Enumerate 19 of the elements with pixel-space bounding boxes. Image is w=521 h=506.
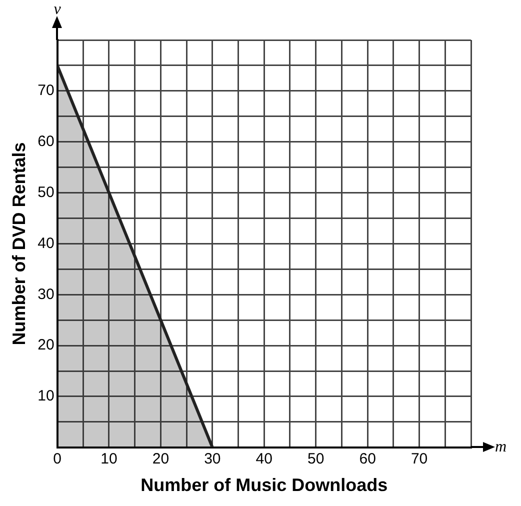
x-tick-label: 30 bbox=[204, 450, 221, 468]
x-axis-title: Number of Music Downloads bbox=[140, 475, 388, 496]
x-tick-label: 70 bbox=[410, 450, 428, 468]
text: v bbox=[54, 1, 62, 18]
x-tick-label: 0 bbox=[53, 450, 62, 468]
x-tick-label: 50 bbox=[308, 450, 324, 468]
y-axis-title: Number of DVD Rentals bbox=[8, 142, 29, 346]
x-tick-label: 40 bbox=[256, 450, 272, 468]
text: m bbox=[495, 438, 507, 456]
y-tick-label: 50 bbox=[38, 184, 54, 201]
x-tick-label: 20 bbox=[152, 450, 170, 468]
x-tick-label: 60 bbox=[359, 450, 376, 468]
y-tick-label: 40 bbox=[38, 234, 54, 252]
y-tick-label: 20 bbox=[38, 336, 54, 354]
y-tick-label: 60 bbox=[38, 132, 54, 150]
x-tick-label: 10 bbox=[100, 450, 118, 468]
y-tick-label: 30 bbox=[38, 286, 54, 303]
y-tick-label: 10 bbox=[38, 388, 54, 405]
y-tick-label: 70 bbox=[38, 82, 54, 100]
